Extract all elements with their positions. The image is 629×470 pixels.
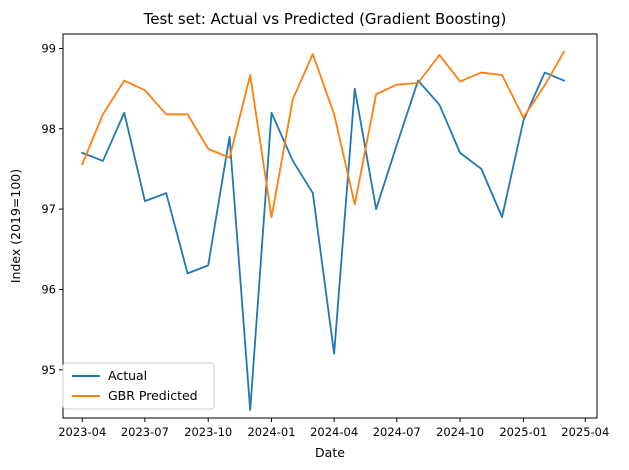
plot-area (62, 33, 598, 419)
y-tick-label: 96 (41, 282, 56, 296)
x-tick-label: 2023-10 (184, 425, 232, 439)
x-tick-label: 2023-04 (58, 425, 106, 439)
x-tick-label: 2024-01 (247, 425, 295, 439)
x-axis-title: Date (315, 445, 345, 460)
y-axis-title: Index (2019=100) (8, 169, 23, 283)
legend-box (62, 362, 215, 410)
y-tick-label: 97 (41, 202, 56, 216)
x-tick-label: 2025-04 (561, 425, 609, 439)
x-tick-label: 2023-07 (121, 425, 169, 439)
x-tick-label: 2024-10 (436, 425, 484, 439)
chart-title: Test set: Actual vs Predicted (Gradient … (143, 10, 507, 28)
series-line-gbr-predicted (81, 50, 566, 219)
plot-frame (62, 33, 598, 419)
x-tick-label: 2024-07 (373, 425, 421, 439)
legend-label-actual: Actual (108, 368, 147, 383)
legend: Actual GBR Predicted (62, 362, 215, 410)
series-layer (81, 50, 566, 411)
y-tick-label: 99 (41, 41, 56, 55)
y-tick-label: 95 (41, 363, 56, 377)
x-tick-label: 2024-04 (310, 425, 358, 439)
y-tick-label: 98 (41, 122, 56, 136)
x-tick-label: 2025-01 (499, 425, 547, 439)
series-line-actual (81, 71, 566, 411)
legend-label-gbr-predicted: GBR Predicted (108, 388, 198, 403)
x-axis: 2023-04 2023-07 2023-10 2024-01 2024-04 2024-… (58, 418, 609, 439)
y-axis: 95 96 97 98 99 (41, 41, 63, 377)
